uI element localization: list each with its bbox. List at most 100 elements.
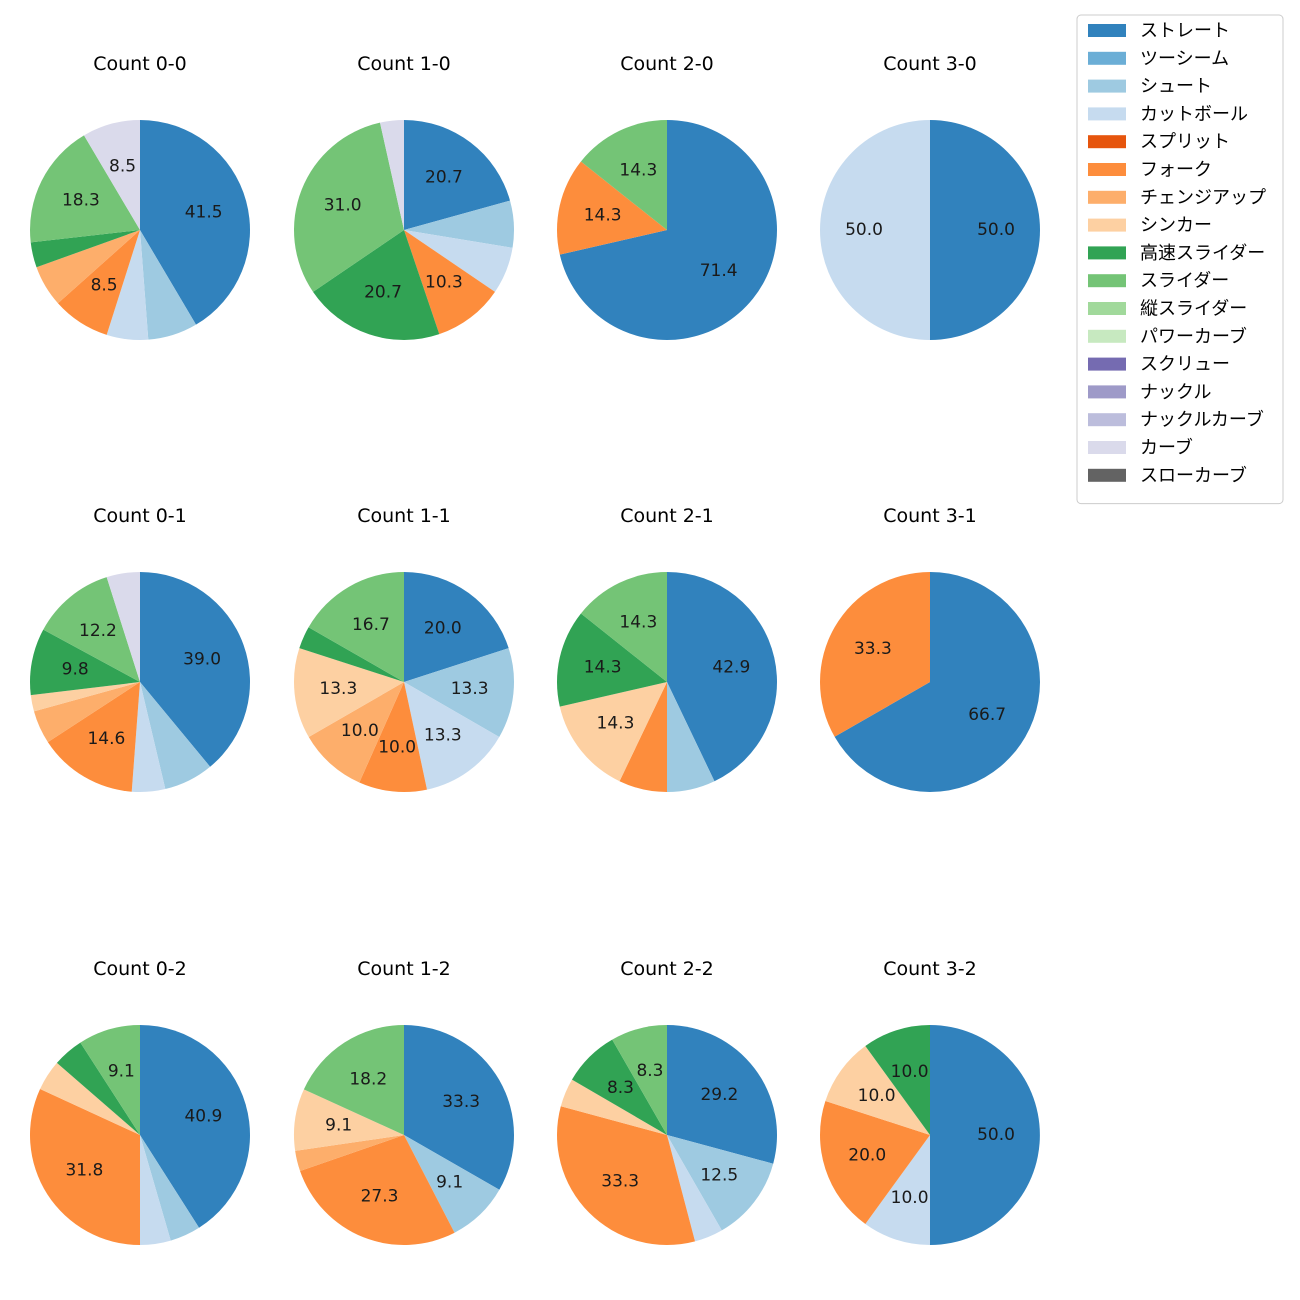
slice-label: 18.3 [62,191,100,211]
slice-label: 39.0 [183,650,221,670]
slice-label: 66.7 [968,705,1006,725]
pie-slice [43,577,140,682]
legend-label: ツーシーム [1140,48,1229,69]
pie-slice [556,161,667,255]
slice-label: 12.2 [79,621,117,641]
pie-chart: Count 2-0 71.4 14.3 14.3 [556,53,777,340]
pie-title: Count 1-1 [357,505,451,527]
pie-slice [106,230,149,340]
pie-slice [404,200,514,248]
pie-chart: Count 0-2 40.9 31.8 9.1 [30,958,250,1245]
slice-label: 8.5 [91,275,118,295]
pie-chart: Count 0-1 39.0 14.6 9.8 12.2 [29,505,251,792]
pie-slice [612,1025,667,1135]
legend-item: パワーカーブ [1088,325,1247,347]
pie-slice [404,230,495,335]
pie-slice [559,682,667,782]
legend-swatch [1088,302,1126,315]
slice-label: 8.3 [636,1061,663,1081]
slice-label: 71.4 [700,261,738,281]
pie-title: Count 1-2 [357,958,451,980]
slice-label: 12.5 [700,1165,738,1185]
pie-slice [295,1135,404,1171]
legend-swatch [1088,135,1126,149]
legend-swatch [1088,441,1126,454]
pie-slice [557,1106,696,1245]
pie-slice [30,1089,141,1245]
legend-label: スプリット [1140,132,1230,153]
pies-group: Count 0-0 41.5 8.5 18.3 8.5 Count 1-0 20.7 10.3… [29,53,1040,1245]
pie-chart: Count 1-0 20.7 10.3 20.7 31.0 [294,53,514,340]
pie-slice [820,572,930,737]
pie-slice [140,682,211,790]
slice-label: 10.0 [891,1188,929,1208]
slice-label: 33.3 [854,639,892,659]
legend-item: ツーシーム [1088,48,1229,69]
slice-label: 14.3 [584,205,622,225]
pie-slice [140,230,196,340]
slice-label: 20.7 [364,283,402,303]
pie-title: Count 2-0 [620,53,714,75]
pie-slice [40,1062,141,1135]
pie-slice [29,135,140,243]
pie-chart: Count 3-0 50.0 50.0 [820,53,1040,340]
legend-item: チェンジアップ [1088,187,1266,208]
legend-item: ナックル [1088,382,1211,403]
pie-slice [29,629,141,696]
legend-label: チェンジアップ [1140,187,1266,208]
pie-title: Count 0-1 [93,505,187,527]
pie-slice [930,1025,1040,1245]
slice-label: 14.3 [597,713,635,733]
slice-label: 10.0 [858,1086,896,1106]
pie-slice [667,1135,774,1231]
pie-slice [80,1025,140,1135]
slice-label: 14.3 [584,657,622,677]
legend-label: フォーク [1140,160,1212,181]
slice-label: 50.0 [977,1125,1015,1145]
slice-label: 9.8 [62,660,89,680]
pie-slice [820,120,930,340]
pie-slice [404,1025,514,1190]
slice-label: 8.3 [607,1078,634,1098]
legend-label: シンカー [1140,215,1212,236]
pie-slice [30,682,140,712]
pie-slice [559,120,777,340]
slice-label: 50.0 [977,220,1015,240]
pie-slice [294,648,404,737]
pie-slice [404,682,500,790]
legend-item: シンカー [1088,215,1212,236]
pie-slice [140,120,250,325]
slice-label: 42.9 [712,657,750,677]
slice-label: 18.2 [349,1069,387,1089]
slice-label: 10.0 [378,738,416,758]
pie-slice [404,572,509,682]
pie-slice [667,682,715,792]
slice-label: 41.5 [185,203,223,223]
pie-slice [619,682,667,792]
pie-slice [293,1089,404,1151]
legend-swatch [1088,413,1126,427]
pie-chart: Count 0-0 41.5 8.5 18.3 8.5 [29,53,250,340]
legend-item: ナックルカーブ [1088,409,1264,431]
legend-label: ストレート [1140,21,1230,42]
pie-slice [580,119,667,230]
pie-slice [30,230,140,268]
pie-slice [930,120,1040,340]
legend-swatch [1088,218,1126,232]
slice-label: 50.0 [845,220,883,240]
slice-label: 13.3 [424,725,462,745]
legend-label: スクリュー [1140,354,1230,375]
pie-title: Count 0-0 [93,53,187,75]
legend-swatch [1088,24,1126,37]
slice-label: 9.1 [325,1116,352,1136]
legend-label: スローカーブ [1140,464,1247,486]
legend-label: カットボール [1140,104,1248,125]
legend-label: ナックル [1140,382,1211,403]
pie-slice [140,1135,171,1245]
pie-slice [84,120,140,230]
pie-slice [404,230,513,292]
pie-slice [667,1025,777,1164]
slice-label: 29.2 [700,1085,738,1105]
pie-slice [303,1025,404,1135]
slice-label: 13.3 [451,679,489,699]
